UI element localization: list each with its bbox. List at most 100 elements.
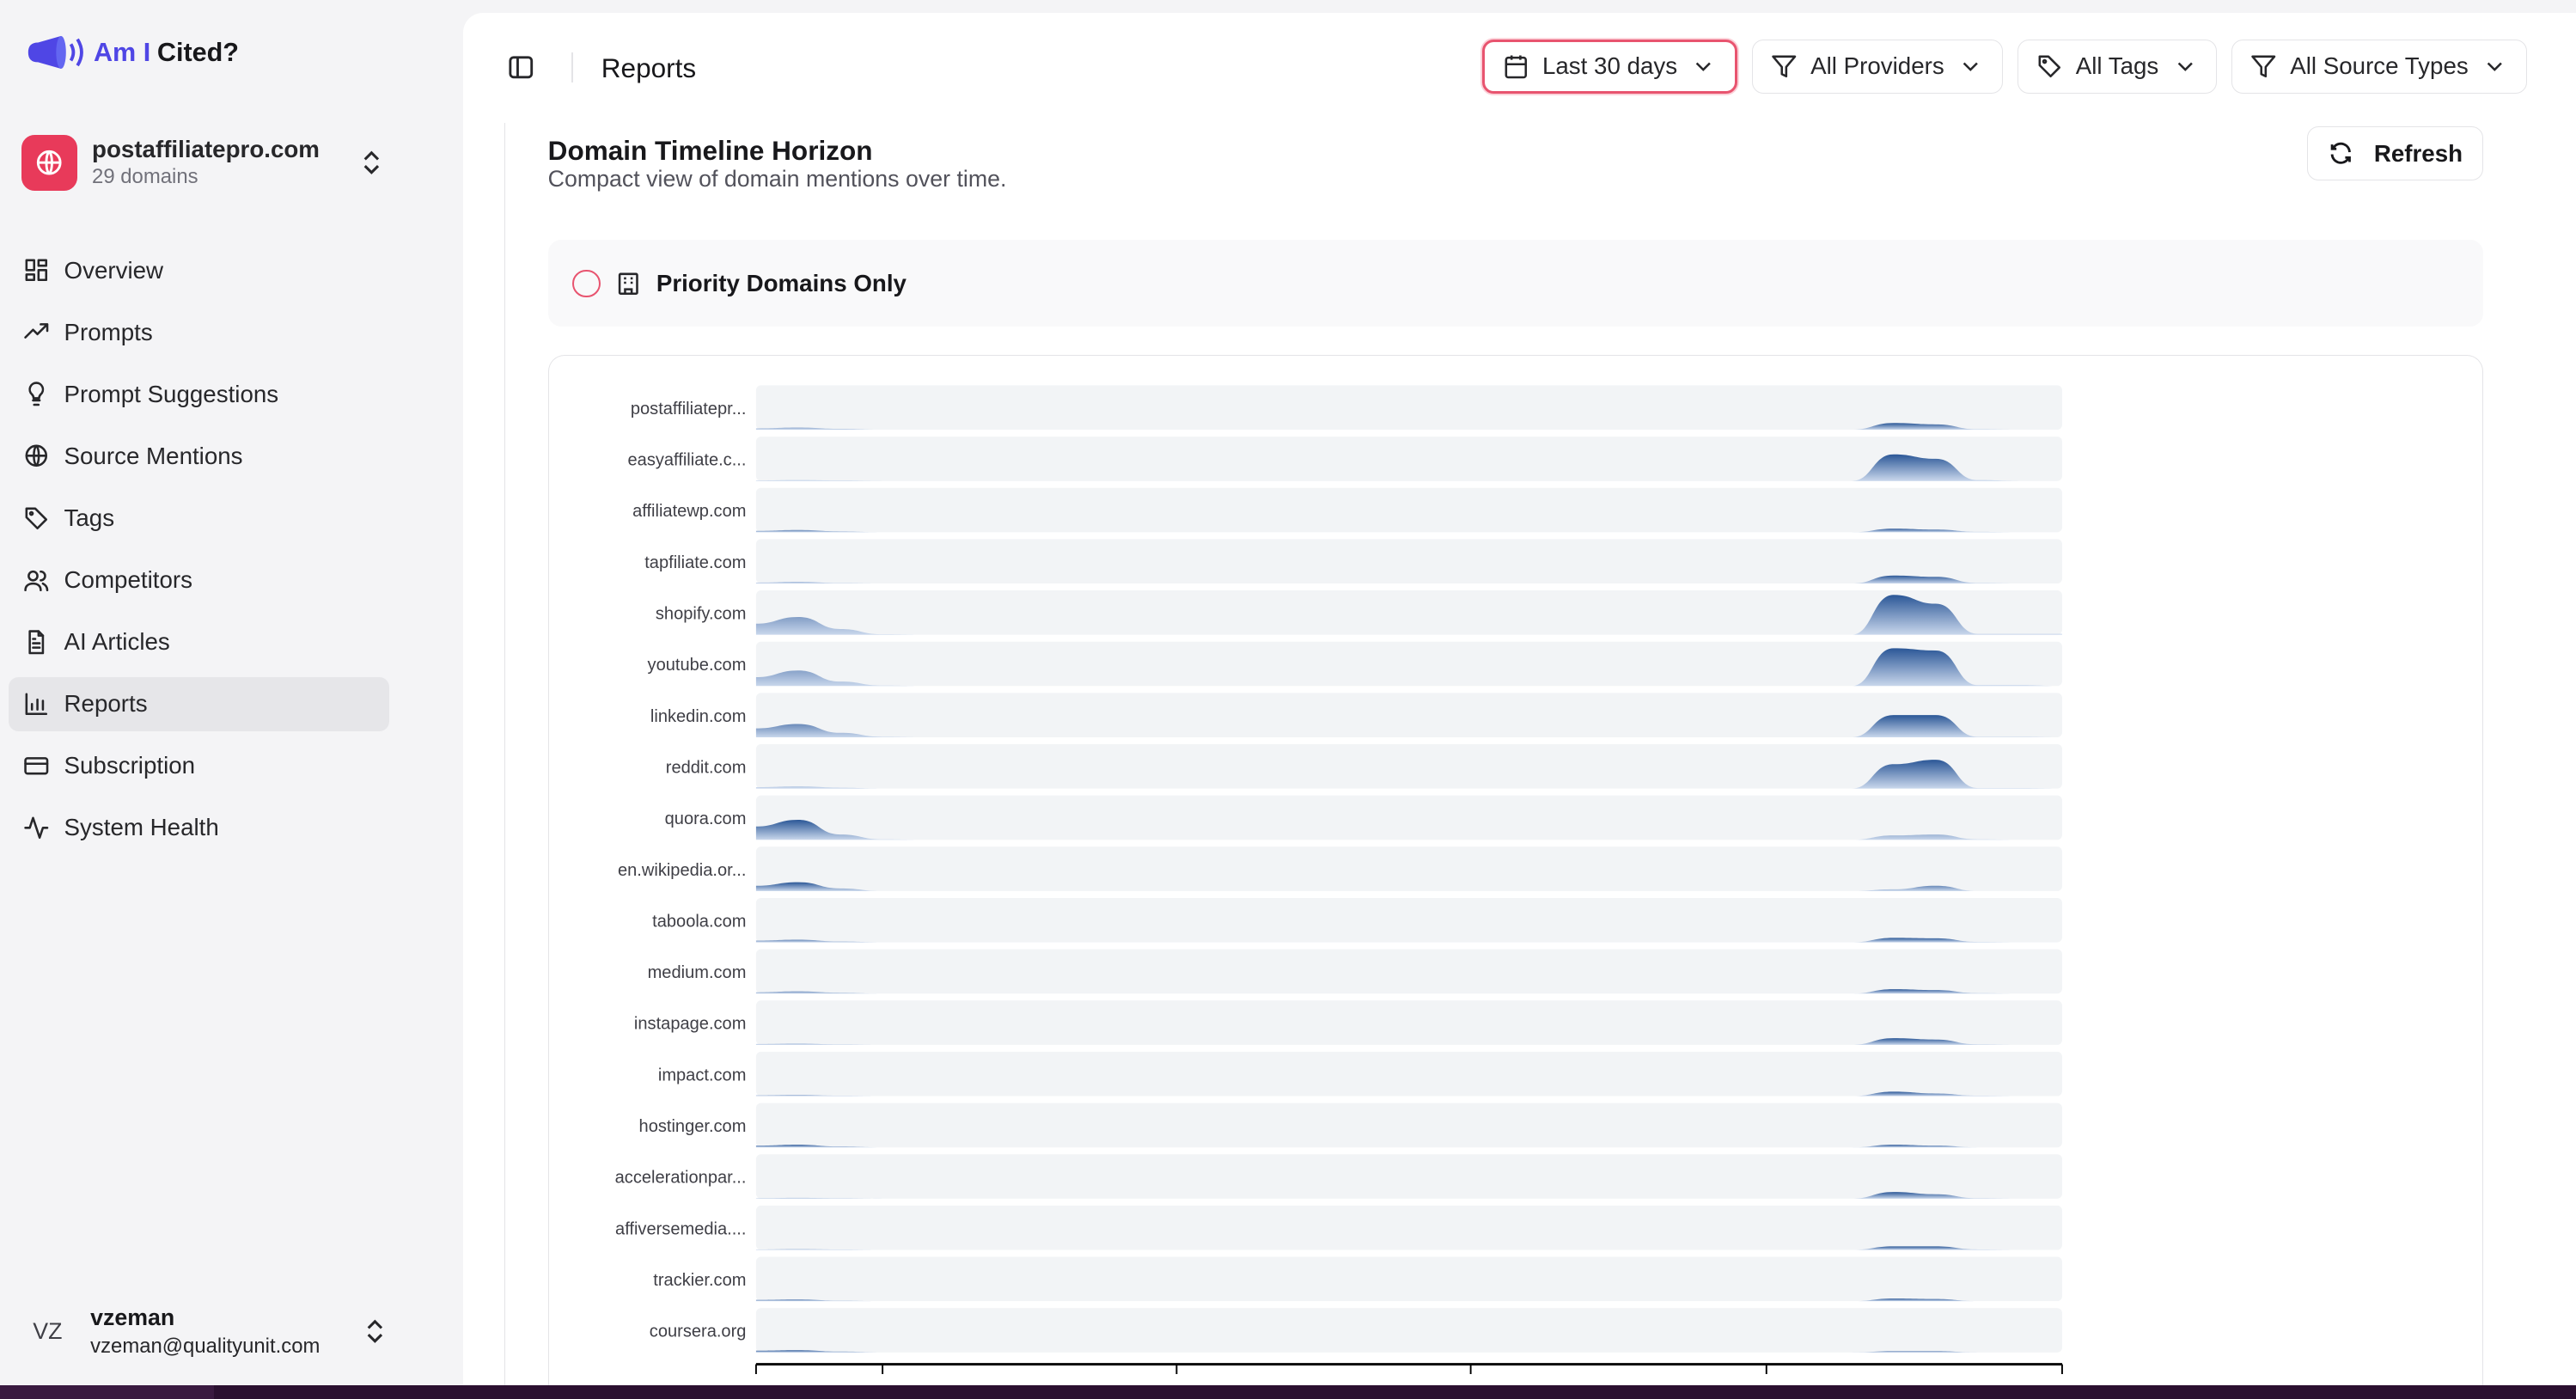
filter-label: All Source Types: [2290, 52, 2469, 80]
horizon-area: [755, 575, 2062, 583]
sidebar-item-tags[interactable]: Tags: [9, 491, 390, 545]
chevron-down-icon: [2487, 62, 2502, 72]
filter-label: All Tags: [2075, 52, 2159, 80]
domain-label: hostinger.com: [638, 1117, 746, 1136]
horizon-area: [755, 1091, 2062, 1097]
users-icon: [24, 570, 49, 591]
horizon-chart-card: postaffiliatepr... easyaffiliate.c... affi…: [547, 354, 2483, 1385]
workspace-name: postaffiliatepro.com: [92, 136, 320, 163]
domain-row: accelerationpar...: [614, 1154, 2062, 1199]
sidebar-item-label: Source Mentions: [64, 442, 243, 469]
row-band: [755, 897, 2062, 943]
priority-domains-checkbox[interactable]: [572, 269, 601, 298]
horizon-area: [755, 423, 2062, 430]
chevron-down-icon: [1696, 62, 1712, 72]
domain-row: easyaffiliate.c...: [627, 437, 2062, 481]
domain-label: coursera.org: [649, 1323, 746, 1341]
domain-label: tapfiliate.com: [644, 553, 746, 572]
sidebar-item-prompts[interactable]: Prompts: [9, 305, 390, 359]
filter-icon: [1772, 55, 1797, 78]
sidebar-item-source-mentions[interactable]: Source Mentions: [9, 429, 390, 483]
row-band: [755, 1000, 2062, 1045]
bar-chart-icon: [25, 693, 47, 715]
horizon-area: [755, 1246, 2062, 1250]
chevron-down-icon: [2177, 62, 2193, 72]
domain-label: quora.com: [664, 809, 746, 828]
horizon-area: [755, 819, 2062, 840]
domain-row: coursera.org: [649, 1308, 2062, 1353]
domain-label: trackier.com: [653, 1271, 746, 1290]
filter-all-providers[interactable]: All Providers: [1752, 39, 2003, 94]
domain-label: linkedin.com: [650, 707, 747, 726]
filter-all-source-types[interactable]: All Source Types: [2231, 39, 2527, 94]
domain-label: instapage.com: [634, 1015, 746, 1034]
horizon-area: [755, 1298, 2062, 1302]
filter-all-tags[interactable]: All Tags: [2017, 39, 2218, 94]
taskbar: [0, 1384, 2576, 1399]
refresh-label: Refresh: [2373, 139, 2463, 167]
priority-domains-filter[interactable]: Priority Domains Only: [547, 240, 2483, 327]
globe-icon: [21, 134, 77, 191]
tag-icon: [25, 507, 47, 529]
panel-left-icon: [509, 56, 533, 79]
avatar: VZ: [33, 1318, 63, 1345]
horizon-area: [755, 715, 2062, 737]
filter-bar: Last 30 days All Providers All Tags All Sou…: [1482, 39, 2527, 94]
row-band: [755, 385, 2062, 430]
domain-row: hostinger.com: [638, 1103, 2062, 1148]
domain-label: shopify.com: [656, 604, 747, 623]
domain-label: easyaffiliate.c...: [627, 450, 746, 469]
sidebar-item-overview[interactable]: Overview: [9, 243, 390, 297]
row-band: [755, 1051, 2062, 1097]
domain-row: trackier.com: [653, 1256, 2062, 1302]
globe-icon: [25, 445, 47, 467]
sidebar-item-system-health[interactable]: System Health: [9, 801, 390, 855]
domain-row: quora.com: [664, 795, 2062, 840]
horizon-area: [755, 1145, 2062, 1148]
sidebar-toggle-button[interactable]: [508, 54, 534, 85]
logo[interactable]: Am I Cited?: [25, 33, 239, 72]
row-band: [755, 743, 2062, 789]
filter-last-30-days[interactable]: Last 30 days: [1482, 39, 1738, 94]
sidebar-item-label: Reports: [64, 690, 148, 718]
activity-icon: [24, 816, 49, 839]
domain-row: tapfiliate.com: [644, 539, 2062, 583]
priority-domains-label: Priority Domains Only: [656, 269, 906, 296]
refresh-button[interactable]: Refresh: [2307, 126, 2483, 181]
logo-text-cited: Cited?: [156, 37, 239, 67]
sidebar-item-reports[interactable]: Reports: [8, 676, 390, 731]
row-band: [755, 1154, 2062, 1199]
layout-grid-icon: [25, 259, 47, 282]
sidebar-item-ai-articles[interactable]: AI Articles: [9, 614, 390, 669]
row-band: [755, 1103, 2062, 1148]
sidebar-item-label: Subscription: [64, 752, 196, 779]
domain-row: en.wikipedia.or...: [618, 846, 2062, 891]
user-name: vzeman: [90, 1304, 175, 1331]
domain-label: taboola.com: [652, 912, 746, 931]
trending-up-icon: [24, 323, 49, 339]
horizon-area: [755, 1350, 2062, 1353]
sidebar-item-competitors[interactable]: Competitors: [9, 553, 390, 607]
report-content: Domain Timeline Horizon Compact view of …: [504, 123, 2574, 1385]
sidebar-item-label: AI Articles: [64, 627, 170, 655]
user-menu[interactable]: VZ vzeman vzeman@qualityunit.com: [33, 1304, 386, 1359]
workspace-switcher[interactable]: postaffiliatepro.com 29 domains: [21, 134, 383, 191]
domain-row: affiliatewp.com: [632, 487, 2062, 533]
credit-card-icon: [24, 756, 49, 775]
row-band: [755, 693, 2062, 737]
domain-label: affiversemedia....: [615, 1219, 746, 1238]
tag-icon: [2038, 55, 2060, 78]
calendar-icon: [1505, 55, 1528, 79]
sidebar-item-prompt-suggestions[interactable]: Prompt Suggestions: [9, 367, 390, 421]
domain-row: linkedin.com: [650, 693, 2062, 737]
sidebar-item-label: Tags: [64, 504, 115, 531]
row-band: [755, 949, 2062, 994]
sidebar-item-label: Competitors: [64, 565, 192, 593]
row-band: [755, 1256, 2062, 1302]
row-band: [755, 641, 2062, 687]
domain-row: reddit.com: [665, 743, 2062, 789]
sidebar-item-subscription[interactable]: Subscription: [9, 739, 390, 793]
row-band: [755, 437, 2062, 481]
sidebar-nav: Overview Prompts Prompt Suggestions Source …: [8, 243, 390, 863]
